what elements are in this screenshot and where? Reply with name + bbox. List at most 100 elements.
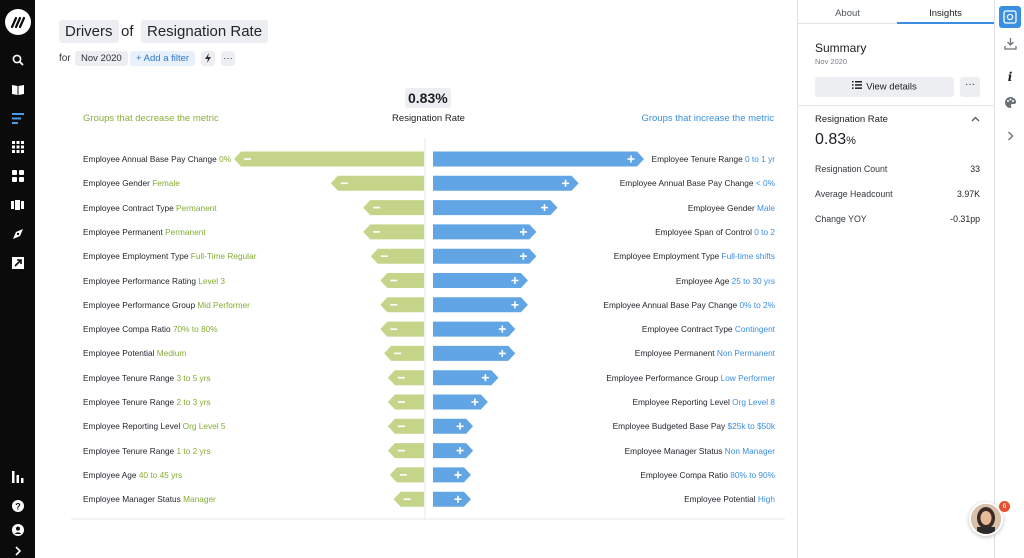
increase-driver-label[interactable]: Employee Tenure Range 0 to 1 yr bbox=[652, 154, 775, 164]
decrease-bar[interactable] bbox=[384, 345, 424, 361]
decrease-bar[interactable] bbox=[387, 443, 424, 459]
compass-icon[interactable] bbox=[0, 223, 35, 245]
metrics-icon[interactable] bbox=[0, 466, 35, 488]
chevron-right-icon[interactable] bbox=[999, 125, 1021, 147]
increase-driver-label[interactable]: Employee Annual Base Pay Change < 0% bbox=[620, 178, 775, 188]
decrease-driver-label[interactable]: Employee Reporting Level Org Level 5 bbox=[83, 421, 226, 431]
increase-bar[interactable] bbox=[433, 370, 499, 386]
increase-driver-label[interactable]: Employee Manager Status Non Manager bbox=[625, 446, 775, 456]
increase-bar[interactable] bbox=[433, 297, 528, 313]
lightning-icon[interactable] bbox=[201, 51, 215, 66]
increase-driver-label[interactable]: Employee Contract Type Contingent bbox=[642, 324, 775, 334]
decrease-driver-label[interactable]: Employee Manager Status Manager bbox=[83, 494, 216, 504]
decrease-bar[interactable] bbox=[387, 394, 424, 410]
decrease-bar[interactable] bbox=[387, 418, 424, 434]
increase-bar[interactable] bbox=[433, 345, 516, 361]
decrease-driver-label[interactable]: Employee Gender Female bbox=[83, 178, 180, 188]
download-icon[interactable] bbox=[999, 32, 1021, 54]
increase-bar[interactable] bbox=[433, 418, 474, 434]
increase-bar[interactable] bbox=[433, 151, 644, 167]
increase-driver-label[interactable]: Employee Annual Base Pay Change 0% to 2% bbox=[603, 300, 775, 310]
driver-value: Org Level 8 bbox=[732, 397, 775, 407]
support-avatar[interactable] bbox=[969, 502, 1003, 536]
increase-driver-label[interactable]: Employee Gender Male bbox=[688, 203, 775, 213]
period-chip[interactable]: Nov 2020 bbox=[75, 51, 128, 66]
decrease-driver-label[interactable]: Employee Performance Group Mid Performer bbox=[83, 300, 250, 310]
increase-bar[interactable] bbox=[433, 273, 528, 288]
decrease-bar[interactable] bbox=[363, 200, 424, 216]
decrease-driver-label[interactable]: Employee Tenure Range 3 to 5 yrs bbox=[83, 373, 211, 383]
increase-bar[interactable] bbox=[433, 491, 471, 507]
tab-insights[interactable]: Insights bbox=[897, 0, 994, 24]
decrease-driver-label[interactable]: Employee Age 40 to 45 yrs bbox=[83, 470, 182, 480]
increase-bar[interactable] bbox=[433, 467, 471, 483]
add-filter-button[interactable]: + Add a filter bbox=[130, 51, 196, 66]
increase-driver-label[interactable]: Employee Potential High bbox=[684, 494, 775, 504]
driver-value: 40 to 45 yrs bbox=[138, 469, 183, 480]
driver-value: High bbox=[757, 494, 775, 505]
tab-about[interactable]: About bbox=[798, 0, 897, 24]
metric-section-header[interactable]: Resignation Rate bbox=[815, 114, 980, 125]
help-icon[interactable]: ? bbox=[0, 495, 35, 517]
increase-driver-label[interactable]: Employee Employment Type Full-time shift… bbox=[614, 251, 775, 261]
decrease-driver-label[interactable]: Employee Annual Base Pay Change 0% bbox=[83, 154, 231, 164]
increase-bar[interactable] bbox=[433, 394, 488, 410]
increase-driver-label[interactable]: Employee Performance Group Low Performer bbox=[606, 373, 775, 383]
account-icon[interactable] bbox=[0, 519, 35, 541]
decrease-driver-label[interactable]: Employee Potential Medium bbox=[83, 348, 186, 358]
driver-dimension: Employee Tenure Range bbox=[83, 372, 177, 383]
decrease-bar[interactable] bbox=[387, 370, 424, 386]
decrease-driver-label[interactable]: Employee Tenure Range 2 to 3 yrs bbox=[83, 397, 211, 407]
decrease-driver-label[interactable]: Employee Permanent Permanent bbox=[83, 227, 206, 237]
increase-bar[interactable] bbox=[433, 248, 537, 264]
view-details-button[interactable]: View details bbox=[815, 77, 954, 97]
export-icon[interactable] bbox=[0, 252, 35, 274]
app-logo-icon[interactable] bbox=[5, 9, 31, 35]
increase-driver-label[interactable]: Employee Budgeted Base Pay $25k to $50k bbox=[613, 421, 775, 431]
increase-driver-label[interactable]: Employee Span of Control 0 to 2 bbox=[655, 227, 775, 237]
decrease-bar[interactable] bbox=[330, 175, 424, 191]
decrease-bar[interactable] bbox=[370, 248, 424, 264]
decrease-bar[interactable] bbox=[380, 321, 424, 337]
stories-icon[interactable] bbox=[0, 194, 35, 216]
metric-selector[interactable]: Resignation Rate bbox=[141, 20, 269, 43]
increase-driver-label[interactable]: Employee Compa Ratio 80% to 90% bbox=[640, 470, 775, 480]
plus-icon bbox=[511, 277, 519, 284]
decrease-driver-label[interactable]: Employee Performance Rating Level 3 bbox=[83, 276, 225, 286]
decrease-bar[interactable] bbox=[234, 151, 424, 167]
increase-bar[interactable] bbox=[433, 224, 537, 240]
decrease-bar[interactable] bbox=[380, 273, 424, 288]
increase-bar[interactable] bbox=[433, 321, 516, 337]
library-icon[interactable] bbox=[0, 78, 35, 100]
decrease-driver-label[interactable]: Employee Tenure Range 1 to 2 yrs bbox=[83, 446, 211, 456]
drivers-icon[interactable] bbox=[0, 107, 35, 129]
increase-driver-label[interactable]: Employee Age 25 to 30 yrs bbox=[676, 276, 775, 286]
decrease-driver-label[interactable]: Employee Employment Type Full-Time Regul… bbox=[83, 251, 256, 261]
more-options-button[interactable]: ··· bbox=[221, 51, 235, 66]
increase-driver-label[interactable]: Employee Reporting Level Org Level 8 bbox=[632, 397, 775, 407]
metric-row-label: Change YOY bbox=[815, 214, 867, 224]
insights-icon[interactable] bbox=[999, 6, 1021, 28]
increase-bar[interactable] bbox=[433, 200, 558, 216]
apps-icon[interactable] bbox=[0, 136, 35, 158]
drivers-chart-svg bbox=[71, 138, 785, 520]
driver-dimension: Employee Potential bbox=[684, 494, 758, 505]
driver-value: Level 3 bbox=[198, 275, 226, 286]
decrease-driver-label[interactable]: Employee Contract Type Permanent bbox=[83, 203, 217, 213]
decrease-bar[interactable] bbox=[389, 467, 424, 483]
driver-dimension: Employee Annual Base Pay Change bbox=[619, 178, 756, 189]
chevron-up-icon[interactable] bbox=[971, 114, 980, 125]
expand-icon[interactable] bbox=[0, 540, 35, 558]
increase-driver-label[interactable]: Employee Permanent Non Permanent bbox=[635, 348, 775, 358]
info-icon[interactable]: i bbox=[1007, 70, 1013, 84]
dashboard-icon[interactable] bbox=[0, 165, 35, 187]
panel-more-button[interactable]: ··· bbox=[960, 77, 980, 97]
palette-icon[interactable] bbox=[999, 91, 1021, 113]
decrease-bar[interactable] bbox=[380, 297, 424, 313]
decrease-driver-label[interactable]: Employee Compa Ratio 70% to 80% bbox=[83, 324, 218, 334]
increase-bar[interactable] bbox=[433, 175, 579, 191]
increase-bar[interactable] bbox=[433, 443, 474, 459]
search-icon[interactable] bbox=[0, 49, 35, 71]
decrease-bar[interactable] bbox=[363, 224, 424, 240]
driver-dimension: Employee Performance Rating bbox=[83, 275, 199, 286]
